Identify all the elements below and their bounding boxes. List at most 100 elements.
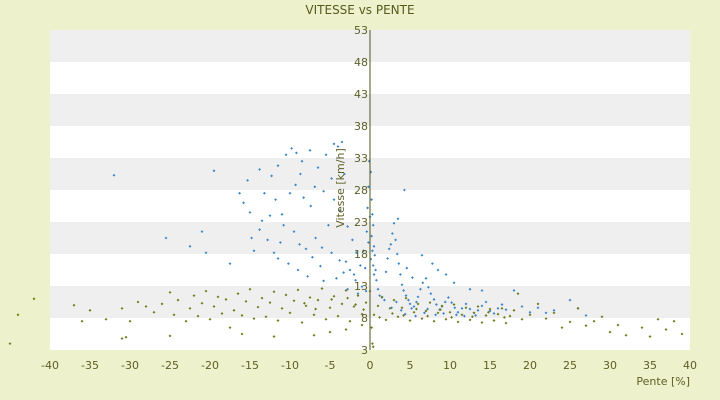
data-point-olive bbox=[672, 319, 676, 323]
data-point-olive bbox=[402, 314, 405, 317]
data-point-blue bbox=[404, 294, 408, 297]
data-point-olive bbox=[272, 335, 276, 338]
data-point-blue bbox=[288, 191, 292, 195]
data-point-blue bbox=[346, 225, 349, 228]
x-tick-labels: -40 -35 -30 -25 -20 -15 -10 -5 0 5 10 15 20 25 30 35 40 bbox=[41, 359, 697, 372]
data-point-blue bbox=[450, 301, 453, 305]
data-point-olive bbox=[416, 302, 420, 306]
data-point-blue bbox=[436, 268, 440, 272]
data-point-blue bbox=[344, 260, 348, 264]
data-point-olive bbox=[552, 311, 556, 315]
data-point-olive bbox=[568, 320, 572, 324]
data-point-blue bbox=[280, 212, 284, 216]
data-point-olive bbox=[16, 313, 20, 317]
y-tick-label: 53 bbox=[354, 24, 368, 37]
data-point-olive bbox=[452, 303, 456, 306]
data-point-blue bbox=[384, 270, 388, 274]
data-point-olive bbox=[192, 294, 196, 297]
data-point-olive bbox=[320, 287, 324, 290]
data-point-blue bbox=[367, 185, 370, 189]
data-point-blue bbox=[420, 253, 424, 257]
data-point-blue bbox=[421, 281, 425, 285]
data-point-olive bbox=[228, 326, 232, 329]
data-point-blue bbox=[311, 255, 314, 259]
data-point-blue bbox=[346, 287, 349, 291]
data-point-blue bbox=[402, 289, 405, 292]
data-point-blue bbox=[314, 236, 317, 240]
data-point-olive bbox=[436, 311, 440, 315]
data-point-blue bbox=[416, 295, 420, 299]
data-point-olive bbox=[240, 332, 244, 336]
data-point-olive bbox=[80, 319, 84, 323]
y-tick-label: 48 bbox=[354, 56, 368, 69]
data-point-blue bbox=[298, 243, 301, 246]
data-point-blue bbox=[399, 273, 402, 276]
data-point-blue bbox=[432, 298, 436, 301]
data-point-olive bbox=[404, 296, 408, 300]
data-point-blue bbox=[270, 174, 273, 178]
data-point-blue bbox=[319, 264, 322, 268]
data-point-blue bbox=[330, 177, 333, 180]
data-point-blue bbox=[476, 308, 480, 312]
data-point-olive bbox=[380, 295, 384, 299]
y-tick-label: 3 bbox=[361, 344, 368, 357]
x-tick-label: -10 bbox=[281, 359, 299, 372]
x-tick-label: 25 bbox=[563, 359, 577, 372]
data-point-blue bbox=[228, 262, 232, 265]
data-point-olive bbox=[224, 298, 228, 301]
data-point-blue bbox=[397, 262, 401, 265]
data-point-olive bbox=[680, 332, 684, 336]
data-point-olive bbox=[200, 301, 204, 305]
x-tick-label: 20 bbox=[523, 359, 537, 372]
data-point-olive bbox=[560, 326, 564, 329]
data-point-olive bbox=[272, 290, 276, 294]
data-point-blue bbox=[360, 285, 364, 289]
data-point-olive bbox=[72, 303, 76, 307]
data-point-blue bbox=[284, 153, 288, 157]
data-point-olive bbox=[264, 315, 268, 319]
data-point-olive bbox=[240, 314, 244, 317]
x-tick-label: -20 bbox=[201, 359, 219, 372]
data-point-blue bbox=[405, 266, 409, 270]
x-tick-label: 35 bbox=[643, 359, 657, 372]
data-point-blue bbox=[362, 249, 365, 253]
data-point-olive bbox=[152, 310, 156, 314]
data-point-olive bbox=[371, 345, 375, 349]
data-point-blue bbox=[276, 257, 280, 260]
data-point-blue bbox=[248, 211, 252, 214]
data-point-olive bbox=[360, 323, 364, 327]
data-point-olive bbox=[268, 301, 272, 305]
data-point-blue bbox=[373, 253, 377, 257]
data-point-blue bbox=[372, 244, 376, 248]
data-point-olive bbox=[492, 319, 496, 322]
data-point-blue bbox=[364, 289, 368, 293]
data-point-olive bbox=[346, 296, 349, 300]
x-tick-label: 0 bbox=[367, 359, 374, 372]
data-point-olive bbox=[392, 298, 396, 302]
data-point-blue bbox=[429, 292, 433, 296]
data-point-blue bbox=[272, 251, 276, 255]
data-point-olive bbox=[348, 319, 352, 323]
data-point-olive bbox=[464, 306, 468, 310]
data-point-olive bbox=[128, 319, 132, 323]
data-point-blue bbox=[371, 212, 374, 216]
data-point-blue bbox=[238, 191, 241, 195]
data-point-blue bbox=[335, 276, 338, 280]
data-point-blue bbox=[294, 183, 297, 187]
data-point-blue bbox=[552, 308, 556, 312]
data-point-blue bbox=[392, 221, 396, 225]
y-tick-label: 18 bbox=[354, 248, 368, 261]
data-point-olive bbox=[364, 301, 368, 305]
data-point-olive bbox=[371, 342, 374, 345]
data-point-olive bbox=[391, 312, 394, 315]
data-point-olive bbox=[308, 296, 312, 299]
data-point-blue bbox=[322, 279, 325, 283]
data-point-blue bbox=[164, 236, 168, 240]
data-point-olive bbox=[471, 315, 474, 319]
data-point-blue bbox=[263, 191, 266, 195]
data-point-olive bbox=[303, 301, 306, 305]
data-point-blue bbox=[252, 249, 256, 253]
data-point-blue bbox=[419, 287, 422, 291]
chart-title: VITESSE vs PENTE bbox=[305, 3, 414, 17]
